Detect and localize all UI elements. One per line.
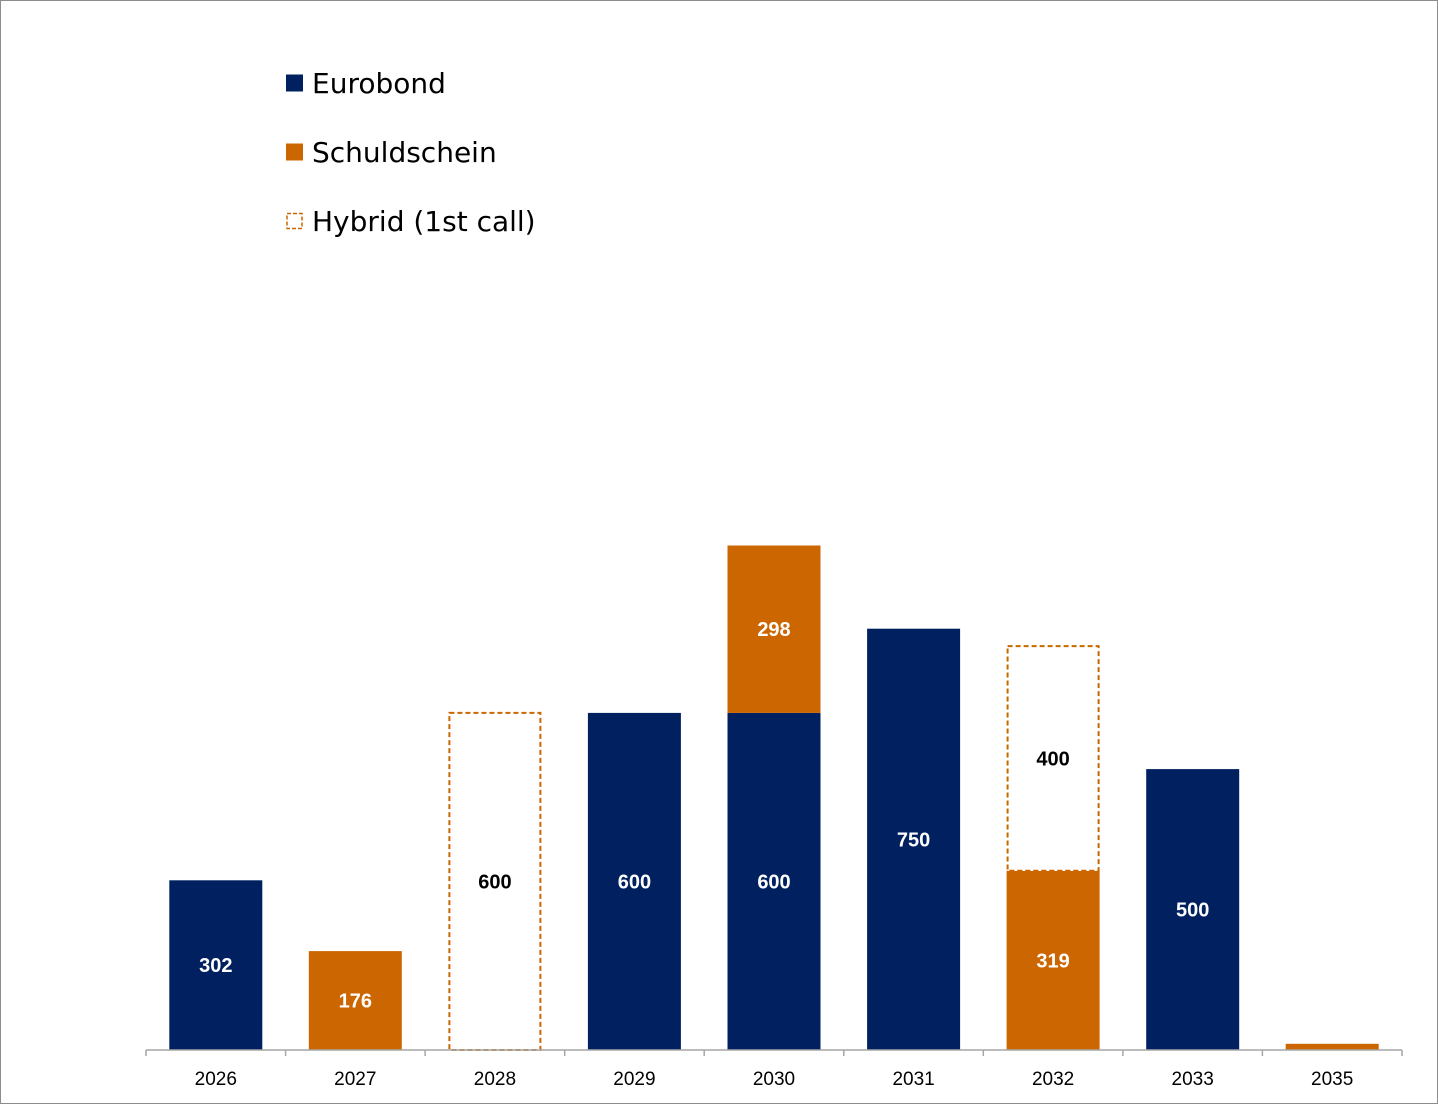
x-axis: 2026 2027 2028 2029 2030 2031 2032 2033 2035 [145, 1049, 1403, 1090]
bar-eurobond-2030 [727, 712, 821, 1050]
x-tick-label-2028: 2028 [474, 1069, 516, 1090]
bar-hybrid-1st-call-2028 [448, 711, 542, 1052]
bar-schuldschein-2032 [1006, 870, 1100, 1050]
x-tick-label-2035: 2035 [1311, 1069, 1353, 1090]
bar-eurobond-2033 [1146, 769, 1240, 1050]
bar-hybrid-1st-call-2032 [1006, 645, 1100, 872]
legend-item-eurobond: Eurobond [286, 67, 446, 100]
legend-item-schuldschein: Schuldschein [286, 136, 497, 169]
data-label-2032-hybrid-1st-call: 400 [1036, 748, 1069, 770]
data-label-2033-eurobond: 500 [1176, 900, 1209, 922]
bar-schuldschein-2035 [1285, 1043, 1379, 1050]
x-tick-label-2030: 2030 [753, 1069, 795, 1090]
legend-label-schuldschein: Schuldschein [312, 136, 497, 169]
x-tick-label-2032: 2032 [1032, 1069, 1074, 1090]
legend-item-hybrid-1st-call: Hybrid (1st call) [286, 205, 536, 238]
data-label-2030-eurobond: 600 [757, 872, 790, 894]
bar-schuldschein-2030 [727, 545, 821, 713]
legend-label-eurobond: Eurobond [312, 67, 446, 100]
x-tick-label-2033: 2033 [1172, 1069, 1214, 1090]
data-labels-layer: 302 176 600 600 600 298 750 319 400 500 [199, 619, 1209, 1012]
legend-swatch-hybrid-1st-call [286, 212, 303, 230]
data-label-2032-schuldschein: 319 [1036, 950, 1069, 972]
legend-label-hybrid-1st-call: Hybrid (1st call) [312, 205, 536, 238]
x-tick-label-2027: 2027 [334, 1069, 376, 1090]
bar-schuldschein-2027 [308, 951, 402, 1050]
data-label-2029-eurobond: 600 [618, 872, 651, 894]
data-label-2031-eurobond: 750 [897, 829, 930, 851]
legend: Eurobond Schuldschein Hybrid (1st call) [286, 67, 536, 238]
data-label-2027-schuldschein: 176 [339, 991, 372, 1013]
legend-swatch-eurobond [286, 74, 303, 92]
bar-eurobond-2026 [169, 880, 263, 1050]
data-label-2030-schuldschein: 298 [757, 619, 790, 641]
x-tick-label-2026: 2026 [195, 1069, 237, 1090]
x-tick-label-2031: 2031 [892, 1069, 934, 1090]
data-label-2026-eurobond: 302 [199, 955, 232, 977]
x-tick-label-2029: 2029 [613, 1069, 655, 1090]
legend-swatch-schuldschein [286, 143, 303, 161]
bar-eurobond-2031 [867, 628, 961, 1050]
bar-eurobond-2029 [587, 712, 681, 1050]
bars-layer [169, 545, 1379, 1052]
data-label-2028-hybrid-1st-call: 600 [478, 872, 511, 894]
